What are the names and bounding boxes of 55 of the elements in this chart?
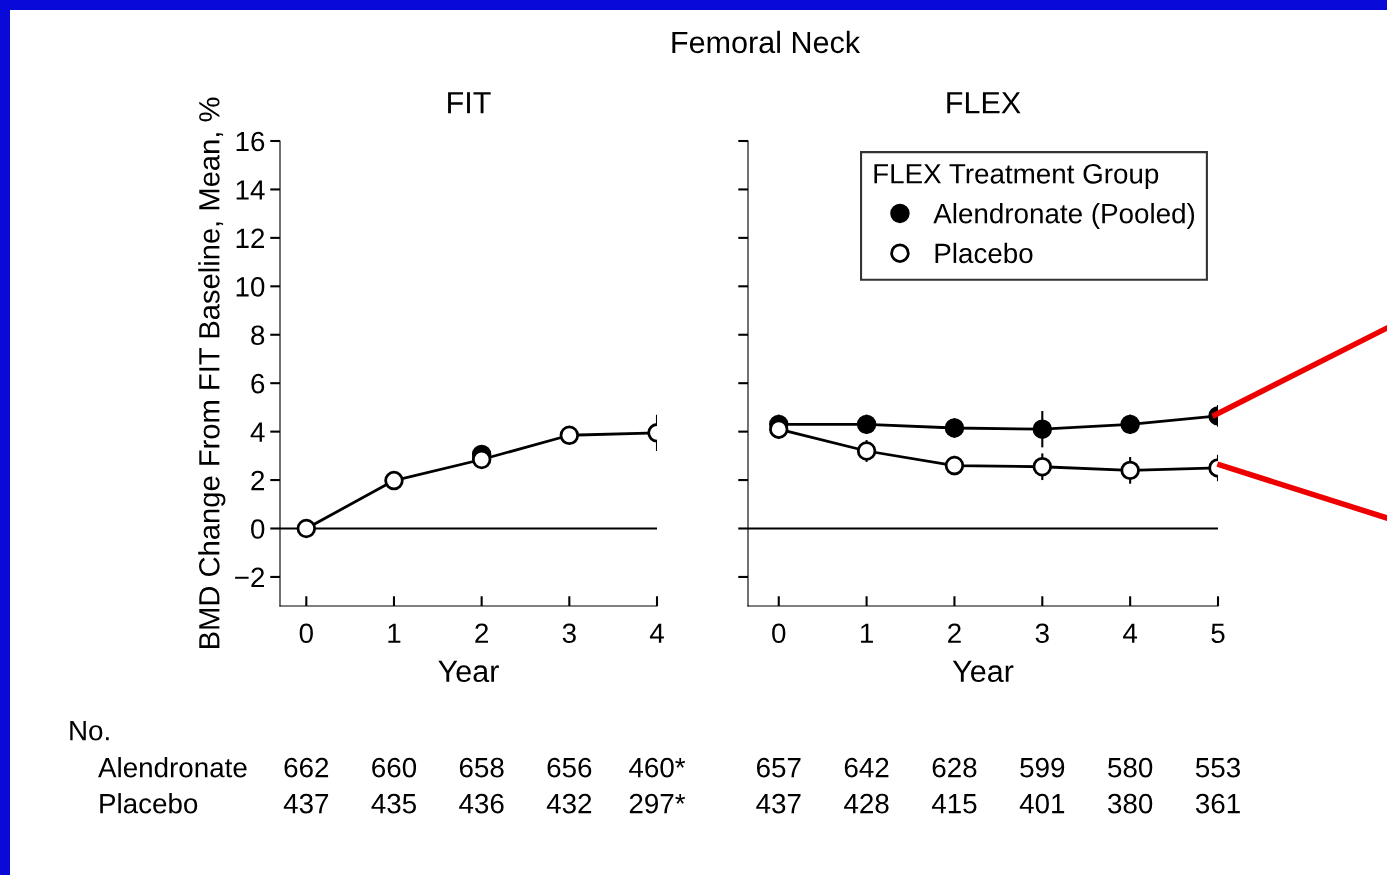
text: 656 xyxy=(547,757,592,778)
text: 361 xyxy=(1195,793,1240,814)
y-tick-label: 10 xyxy=(236,276,265,297)
text: 662 xyxy=(284,757,329,778)
y-tick-label: 6 xyxy=(251,373,265,394)
x-tick-label: 3 xyxy=(562,623,576,644)
text: 553 xyxy=(1195,757,1240,778)
text: Alendronate xyxy=(98,757,247,778)
x-tick-label: 4 xyxy=(1123,623,1138,643)
y-tick-label: 2 xyxy=(251,470,265,491)
chart-subtitle: Femoral Neck xyxy=(672,30,861,54)
text: 380 xyxy=(1108,793,1153,814)
y-tick-label: −2 xyxy=(235,567,265,587)
x-tick-label: 4 xyxy=(649,623,664,643)
text: 460* xyxy=(629,757,686,778)
text: 658 xyxy=(459,757,504,778)
text: 297* xyxy=(629,793,686,814)
x-tick-label: 0 xyxy=(772,623,786,644)
legend-label: Placebo xyxy=(935,242,1033,264)
y-tick-label: 4 xyxy=(250,422,265,442)
x-tick-label: 2 xyxy=(475,623,488,643)
text: 657 xyxy=(756,757,801,778)
chart-title: FLEX xyxy=(947,92,1021,114)
text: 432 xyxy=(546,793,592,814)
y-axis-title: BMD Change From FIT Baseline, Mean, % xyxy=(198,97,226,649)
x-tick-label: 2 xyxy=(948,623,961,643)
text: 435 xyxy=(371,793,416,814)
x-tick-label: 3 xyxy=(1035,623,1049,644)
x-axis-title: Year xyxy=(438,660,499,683)
text: 628 xyxy=(932,757,977,778)
y-tick-label: 12 xyxy=(236,228,265,248)
text: 436 xyxy=(459,793,504,814)
x-tick-label: 5 xyxy=(1211,623,1225,644)
text: 660 xyxy=(372,757,417,778)
text: 415 xyxy=(931,794,977,814)
x-axis-title: Year xyxy=(952,660,1014,683)
text: 642 xyxy=(844,757,889,778)
text: 428 xyxy=(844,793,889,814)
text: 401 xyxy=(1019,793,1065,814)
text: 599 xyxy=(1020,757,1065,778)
x-tick-label: 0 xyxy=(299,623,313,644)
text: Placebo xyxy=(100,793,198,814)
text: 580 xyxy=(1108,757,1153,778)
y-tick-label: 8 xyxy=(251,325,265,346)
text: No. xyxy=(70,721,109,741)
legend-title: FLEX Treatment Group xyxy=(874,163,1159,190)
x-tick-label: 1 xyxy=(388,623,401,643)
y-tick-label: 16 xyxy=(236,131,265,152)
chart-title: FIT xyxy=(448,92,491,114)
x-tick-label: 1 xyxy=(860,623,873,643)
legend-label: Alendronate (Pooled) xyxy=(933,203,1195,229)
y-tick-label: 0 xyxy=(251,519,265,539)
y-tick-label: 14 xyxy=(236,180,265,200)
text: 437 xyxy=(756,793,801,814)
text: 437 xyxy=(283,793,329,814)
